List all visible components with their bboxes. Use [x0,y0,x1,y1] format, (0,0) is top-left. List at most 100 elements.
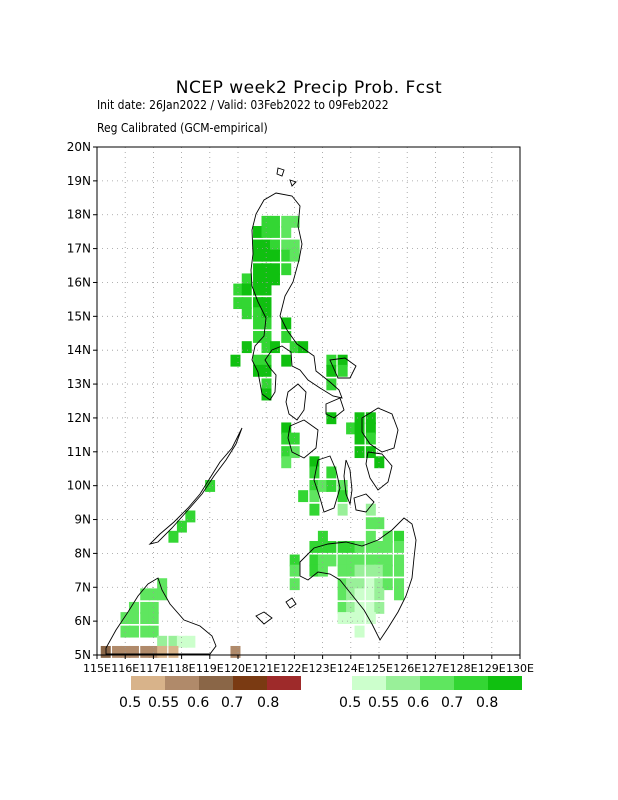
lat-label: 12N [67,411,91,425]
probability-cell [168,530,179,543]
probability-cell [365,612,376,624]
probability-cell [374,578,385,591]
probability-cell [346,578,357,591]
probability-cell [317,554,328,567]
probability-cell [382,564,393,577]
lon-label: 120E [224,662,252,675]
lon-label: 123E [309,662,337,675]
probability-cell [261,388,272,401]
lat-label: 19N [67,174,91,188]
probability-cell [112,645,123,658]
probability-cell [365,564,376,577]
probability-cell [289,432,300,445]
probability-cell [157,645,168,658]
probability-cell [374,564,385,577]
probability-cell [317,564,328,577]
probability-cell [261,331,272,343]
probability-cell [241,307,252,320]
probability-cell [346,422,357,435]
lat-label: 14N [67,343,91,357]
probability-cell [365,588,376,601]
probability-cell [365,517,376,530]
probability-cell [241,273,252,286]
probability-cell [354,564,365,577]
legend-swatch [352,676,386,690]
legend-swatch [165,676,199,690]
probability-cell [309,490,320,503]
probability-cell [253,364,264,377]
probability-cell [309,540,320,553]
probability-cell [394,564,405,577]
lat-label: 7N [74,580,91,594]
probability-cell [354,554,365,567]
probability-cell [253,331,264,343]
legend-swatch [488,676,522,690]
legend-swatch [131,676,165,690]
lon-label: 115E [83,662,111,675]
probability-cell [317,540,328,553]
probability-cell [120,645,131,658]
probability-cell [261,364,272,377]
probability-cell [168,635,179,648]
legend-label: 0.5 [119,695,142,711]
probability-cell [289,239,300,252]
probability-cell [354,578,365,591]
probability-cell [261,354,272,367]
probability-cell [185,635,196,648]
probability-cell [261,273,272,286]
probability-cell [253,273,264,286]
probability-cell [309,564,320,577]
legend-swatch [199,676,233,690]
probability-cell [120,625,131,638]
probability-cell [374,540,385,553]
probability-cell [253,354,264,367]
probability-cell [382,578,393,591]
probability-cell [205,480,216,492]
probability-cell [269,263,280,276]
probability-cell [261,297,272,310]
probability-cell [233,297,244,310]
probability-cell [281,331,292,343]
legend-label: 0.7 [221,695,244,711]
probability-cell [394,588,405,601]
probability-cell [261,263,272,276]
probability-cell [309,503,320,516]
probability-cell [241,297,252,310]
probability-cell [374,588,385,601]
probability-cell [157,588,168,601]
probability-cell [140,612,151,624]
probability-cell [326,554,337,567]
probability-cell [140,601,151,614]
probability-cell [337,490,348,503]
babuyan-outline [276,167,297,187]
negros-outline [313,455,341,513]
probability-cell [230,645,241,658]
probability-cell [241,283,252,296]
probability-cell [309,456,320,469]
probability-cell [394,530,405,543]
probability-cell [382,554,393,567]
probability-cells [100,215,405,658]
lon-label: 125E [365,662,393,675]
probability-cell [253,249,264,262]
lon-label: 127E [421,662,449,675]
probability-cell [176,520,187,533]
probability-cell [128,625,139,638]
lat-label: 20N [67,140,91,154]
probability-cell [120,612,131,624]
borneo-outline [105,577,217,655]
lon-label: 119E [196,662,224,675]
map-title: NCEP week2 Precip Prob. Fcst [175,78,443,98]
lat-label: 6N [74,614,91,628]
probability-cell [354,432,365,445]
bohol-outline [353,493,375,513]
probability-cell [326,412,337,425]
probability-cell [354,625,365,638]
probability-cell [261,239,272,252]
probability-cell [269,273,280,286]
probability-cell [261,283,272,296]
probability-cell [298,490,309,503]
probability-cell [157,578,168,591]
init-valid-dates: Init date: 26Jan2022 / Valid: 03Feb2022 … [97,98,389,112]
